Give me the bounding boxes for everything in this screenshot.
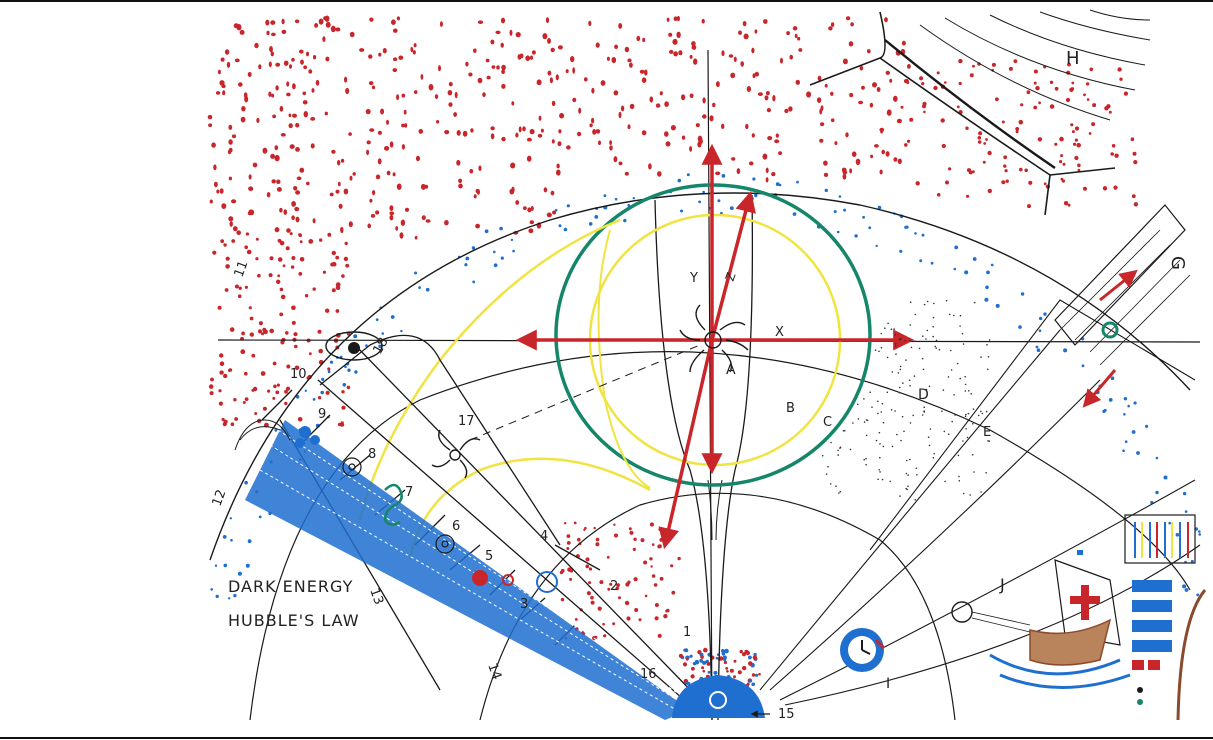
expansion-arrows [515,143,915,550]
label-b: B [786,401,795,416]
comet-icon [951,601,1031,633]
number-4: 4 [540,529,548,544]
yellow-loop-outer [358,218,621,521]
inner-arc [479,492,956,721]
number-12: 12 [210,488,230,509]
red-dot-field [207,15,1139,641]
number-7: 7 [405,485,413,500]
brown-curve [1176,589,1207,721]
number-1: 1 [683,625,691,640]
number-5: 5 [485,549,493,564]
yellow-loop-top [597,229,651,489]
outer-arc [209,192,1191,561]
number-9: 9 [318,407,326,422]
number-3: 3 [520,597,528,612]
funnel-left [654,199,713,721]
label-d: D [918,387,929,403]
caption-dark-energy: DARK ENERGY [228,577,353,596]
number-13: 13 [366,586,386,607]
flower-6-icon [435,534,455,554]
swirl-7-icon [383,483,403,526]
label-y: Y [689,271,698,286]
number-6: 6 [452,519,460,534]
flower-9-icon [295,426,320,448]
ship-j-icon [989,550,1131,689]
label-h: H [1066,48,1080,69]
dashed-line [469,344,701,441]
number-14: 14 [484,661,504,682]
galaxy-17-icon [431,429,481,479]
caption-hubbles-law: HUBBLE'S LAW [228,611,360,630]
band-g [1054,204,1191,408]
number-16: 16 [640,667,657,682]
color-chart [1124,514,1196,564]
galaxy-a-icon [679,304,749,373]
label-j: J [999,575,1005,594]
label-g: G [1167,256,1188,270]
flower-8-icon [342,457,362,477]
number-18: 18 [370,335,391,357]
number-15: 15 [778,707,795,722]
dotted-region-d [821,299,991,501]
number-10: 10 [290,367,307,382]
number-11: 11 [232,259,252,280]
dark-energy-band [245,420,690,720]
right-rays [759,299,1201,706]
spiral-3-icon [536,571,558,593]
number-17: 17 [458,414,475,429]
label-e: E [983,425,991,440]
number-2: 2 [610,579,618,594]
label-c: C [823,415,832,430]
galaxy-18-icon [325,331,383,361]
clock-i-icon [840,628,886,672]
label-a: A [726,362,736,378]
region-h [809,9,1151,216]
bar-blocks [1132,580,1172,705]
number-8: 8 [368,447,376,462]
origin-semicircle [672,675,765,718]
funnel-right [717,194,754,721]
label-i: I [886,676,890,692]
label-x: X [775,325,784,340]
splash-10-icon [234,419,291,451]
flower-5-icon [472,570,514,586]
